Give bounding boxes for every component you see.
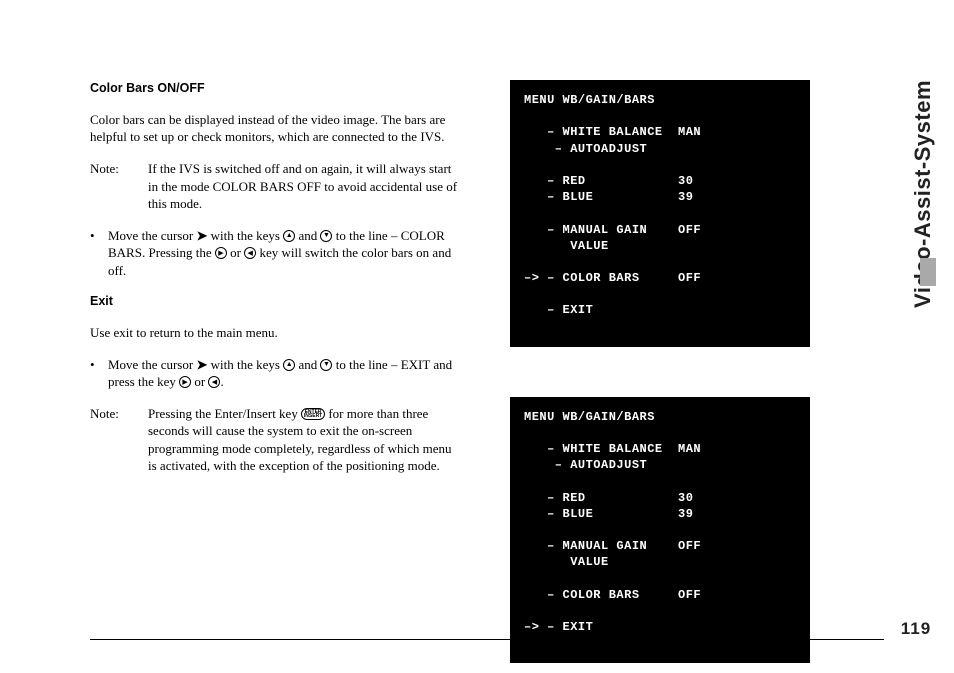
text-fragment: Move the cursor: [108, 357, 196, 372]
menu-title: MENU WB/GAIN/BARS: [524, 93, 655, 107]
menu-line: – BLUE 39: [524, 190, 693, 204]
page-number: 119: [901, 619, 931, 639]
note-body: If the IVS is switched off and on again,…: [148, 160, 460, 213]
down-key-icon: ▼: [320, 359, 332, 371]
bottom-rule: [90, 639, 884, 640]
menu-line: – MANUAL GAIN OFF: [524, 223, 701, 237]
sidebar: Video-Assist-System 119: [896, 0, 936, 673]
menu-line: – WHITE BALANCE MAN: [524, 442, 701, 456]
right-column: MENU WB/GAIN/BARS – WHITE BALANCE MAN – …: [510, 80, 810, 663]
menu-screen-exit: MENU WB/GAIN/BARS – WHITE BALANCE MAN – …: [510, 397, 810, 664]
menu-line-selected: –> – EXIT: [524, 620, 593, 634]
menu-line: VALUE: [524, 239, 609, 253]
up-key-icon: ▲: [283, 359, 295, 371]
heading-color-bars: Color Bars ON/OFF: [90, 80, 460, 97]
text-fragment: and: [295, 228, 320, 243]
bullet-color-bars: • Move the cursor ➤ with the keys ▲ and …: [90, 227, 460, 280]
bullet-mark: •: [90, 356, 108, 391]
note-color-bars: Note: If the IVS is switched off and on …: [90, 160, 460, 213]
text-fragment: or: [227, 245, 244, 260]
bullet-mark: •: [90, 227, 108, 280]
heading-exit: Exit: [90, 293, 460, 310]
cursor-icon: ➤: [196, 228, 207, 243]
text-fragment: .: [220, 374, 223, 389]
sidebar-tab: [920, 258, 936, 286]
enter-key-icon: ENTER INSERT: [301, 408, 325, 420]
left-key-icon: ◀: [244, 247, 256, 259]
text-fragment: or: [191, 374, 208, 389]
menu-line: – EXIT: [524, 303, 593, 317]
down-key-icon: ▼: [320, 230, 332, 242]
up-key-icon: ▲: [283, 230, 295, 242]
cursor-icon: ➤: [196, 357, 207, 372]
menu-line-selected: –> – COLOR BARS OFF: [524, 271, 701, 285]
bullet-exit: • Move the cursor ➤ with the keys ▲ and …: [90, 356, 460, 391]
text-fragment: and: [295, 357, 320, 372]
bullet-body: Move the cursor ➤ with the keys ▲ and ▼ …: [108, 356, 460, 391]
paragraph-color-bars-intro: Color bars can be displayed instead of t…: [90, 111, 460, 146]
paragraph-exit-intro: Use exit to return to the main menu.: [90, 324, 460, 342]
menu-line: VALUE: [524, 555, 609, 569]
menu-line: – AUTOADJUST: [524, 142, 647, 156]
menu-line: – RED 30: [524, 491, 693, 505]
menu-line: – MANUAL GAIN OFF: [524, 539, 701, 553]
left-key-icon: ◀: [208, 376, 220, 388]
page-content: Color Bars ON/OFF Color bars can be disp…: [0, 0, 954, 663]
right-key-icon: ▶: [179, 376, 191, 388]
menu-line: – AUTOADJUST: [524, 458, 647, 472]
text-fragment: Move the cursor: [108, 228, 196, 243]
menu-line: – WHITE BALANCE MAN: [524, 125, 701, 139]
menu-line: – COLOR BARS OFF: [524, 588, 701, 602]
text-fragment: Pressing the Enter/Insert key: [148, 406, 301, 421]
note-exit: Note: Pressing the Enter/Insert key ENTE…: [90, 405, 460, 475]
bullet-body: Move the cursor ➤ with the keys ▲ and ▼ …: [108, 227, 460, 280]
note-label: Note:: [90, 405, 148, 475]
menu-line: – BLUE 39: [524, 507, 693, 521]
text-fragment: with the keys: [207, 228, 283, 243]
right-key-icon: ▶: [215, 247, 227, 259]
note-body: Pressing the Enter/Insert key ENTER INSE…: [148, 405, 460, 475]
note-label: Note:: [90, 160, 148, 213]
menu-title: MENU WB/GAIN/BARS: [524, 410, 655, 424]
left-column: Color Bars ON/OFF Color bars can be disp…: [90, 80, 460, 663]
text-fragment: with the keys: [207, 357, 283, 372]
menu-line: – RED 30: [524, 174, 693, 188]
menu-screen-color-bars: MENU WB/GAIN/BARS – WHITE BALANCE MAN – …: [510, 80, 810, 347]
